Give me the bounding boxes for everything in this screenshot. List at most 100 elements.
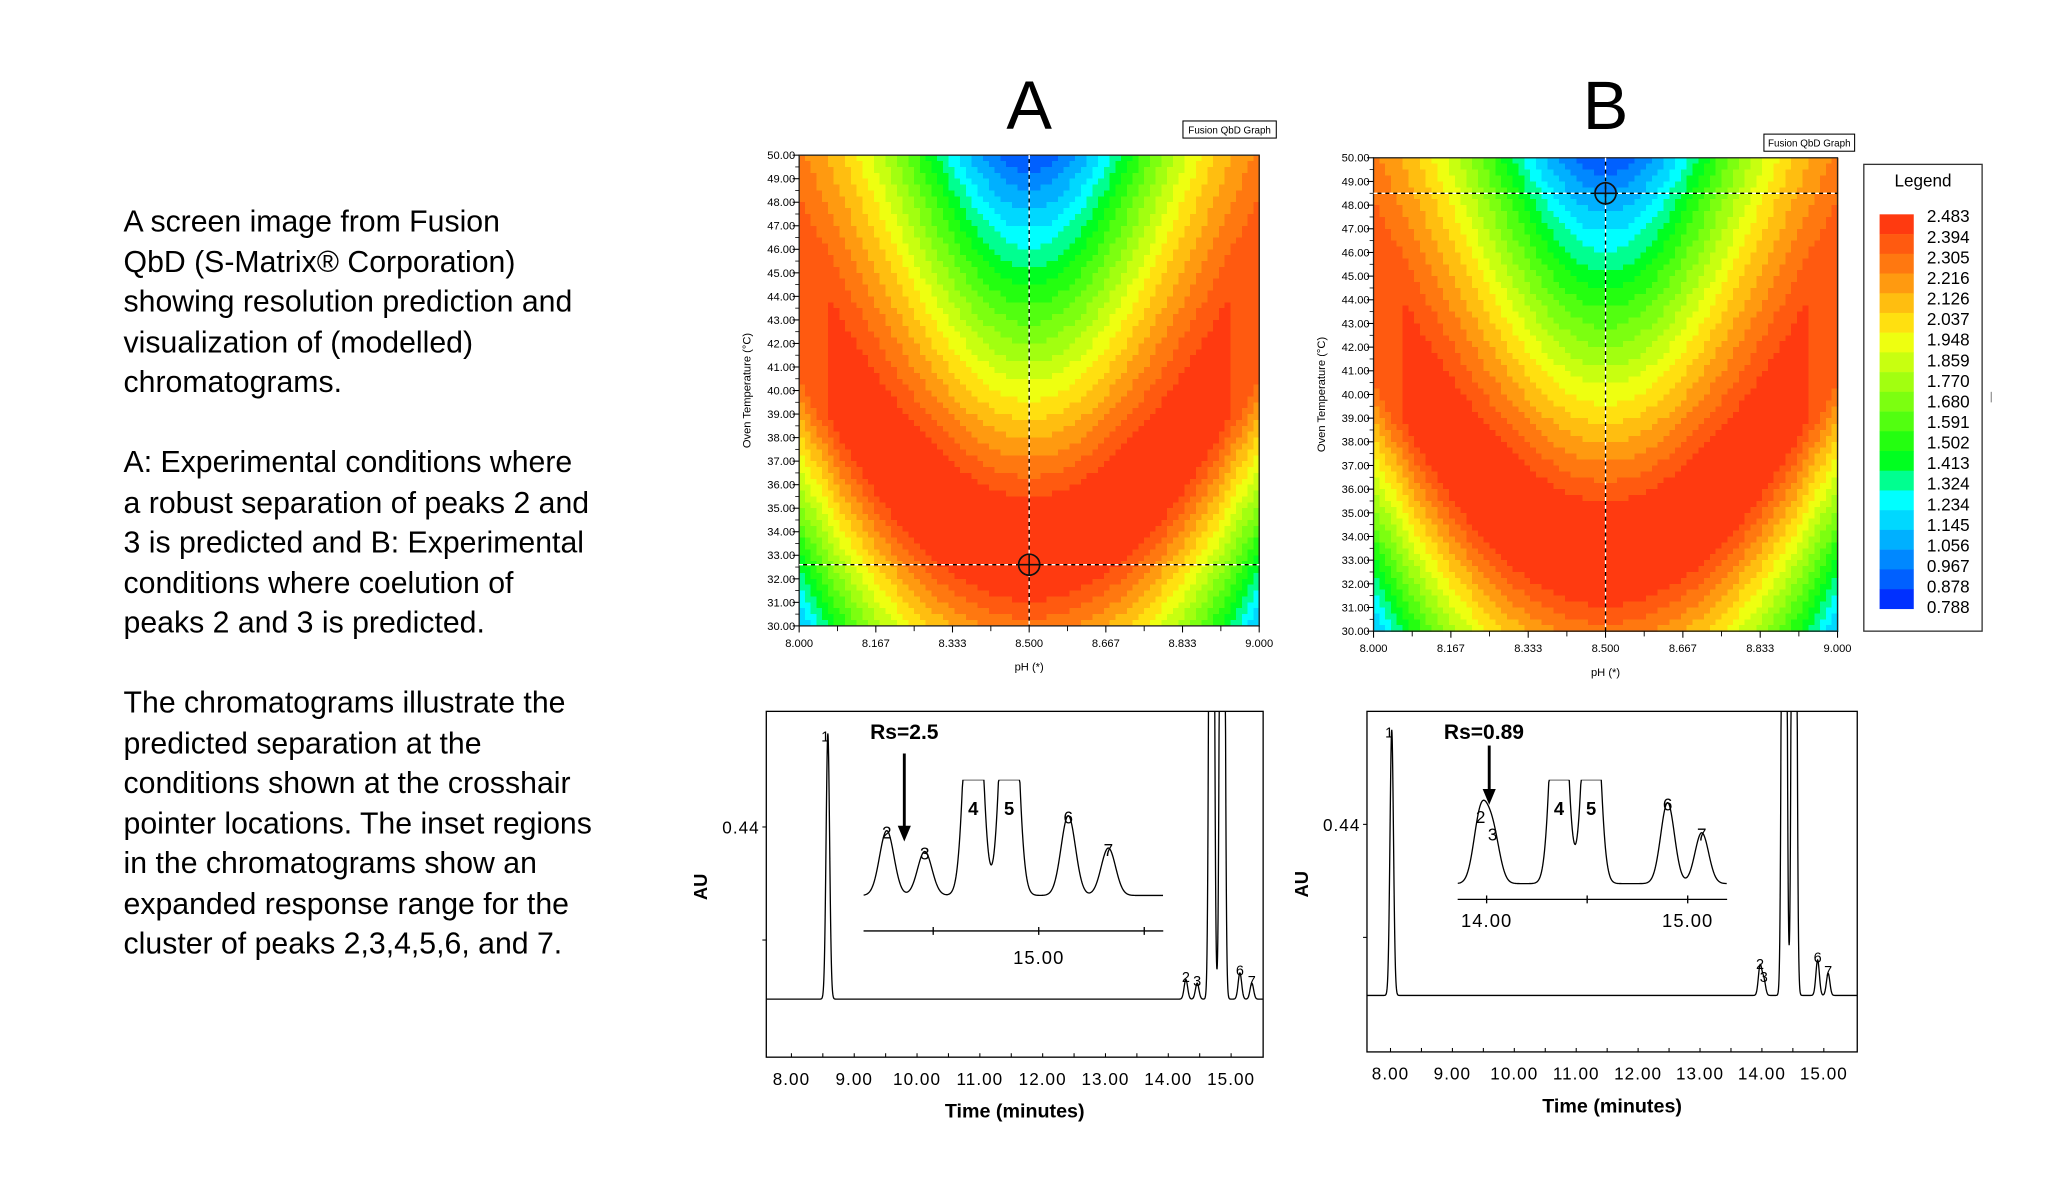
- contour-cell: [1241, 461, 1249, 468]
- contour-cell: [879, 184, 887, 192]
- contour-cell: [931, 272, 938, 280]
- contour-cell: [965, 355, 973, 362]
- contour-cell: [1075, 390, 1082, 398]
- contour-cell: [988, 425, 996, 433]
- contour-cell: [960, 361, 967, 368]
- contour-cell: [937, 349, 944, 357]
- contour-cell: [1034, 396, 1042, 404]
- contour-cell: [1207, 449, 1214, 457]
- contour-cell: [1086, 402, 1094, 409]
- contour-cell: [1132, 284, 1140, 292]
- contour-cell: [1195, 325, 1203, 333]
- contour-cell: [891, 325, 898, 333]
- contour-cell: [1161, 190, 1168, 198]
- contour-cell: [839, 196, 846, 204]
- contour-cell: [1138, 266, 1145, 274]
- contour-cell: [839, 243, 846, 251]
- contour-cell: [1184, 361, 1191, 368]
- contour-cell: [965, 308, 973, 315]
- contour-cell: [1241, 266, 1249, 274]
- contour-cell: [954, 325, 961, 333]
- contour-cell: [1052, 431, 1059, 439]
- contour-cell: [931, 178, 938, 186]
- contour-cell: [1011, 431, 1019, 439]
- contour-cell: [965, 390, 973, 398]
- contour-cell: [1241, 496, 1249, 504]
- contour-cell: [1052, 213, 1059, 221]
- contour-cell: [994, 302, 1002, 309]
- contour-cell: [931, 225, 938, 233]
- contour-cell: [896, 425, 904, 433]
- contour-cell: [1098, 402, 1105, 409]
- contour-cell: [1040, 161, 1048, 168]
- contour-cell: [839, 208, 846, 215]
- contour-cell: [1207, 314, 1214, 321]
- contour-cell: [931, 384, 938, 392]
- contour-cell: [1144, 166, 1151, 174]
- contour-cell: [862, 461, 869, 468]
- contour-cell: [862, 243, 869, 251]
- contour-cell: [879, 243, 887, 251]
- contour-cell: [1052, 496, 1059, 504]
- contour-cell: [896, 443, 904, 451]
- contour-cell: [827, 443, 835, 451]
- contour-cell: [977, 478, 984, 486]
- contour-cell: [810, 325, 818, 333]
- contour-cell: [1017, 266, 1025, 274]
- contour-cell: [931, 484, 938, 492]
- contour-cell: [1230, 249, 1237, 256]
- contour-cell: [1201, 190, 1209, 198]
- contour-cell: [1161, 455, 1168, 462]
- contour-cell: [960, 378, 967, 386]
- contour-cell: [1195, 272, 1203, 280]
- contour-cell: [1132, 208, 1140, 215]
- contour-cell: [1184, 225, 1191, 233]
- contour-cell: [965, 243, 973, 251]
- contour-cell: [1184, 431, 1191, 439]
- contour-cell: [1253, 261, 1260, 268]
- contour-cell: [1149, 278, 1157, 286]
- contour-cell: [914, 219, 921, 227]
- contour-cell: [804, 437, 812, 445]
- contour-cell: [850, 349, 858, 357]
- contour-cell: [1103, 337, 1111, 345]
- contour-cell: [1046, 366, 1053, 374]
- contour-cell: [971, 302, 979, 309]
- contour-cell: [856, 408, 864, 415]
- contour-cell: [839, 343, 846, 351]
- contour-cell: [1167, 496, 1174, 504]
- contour-cell: [1230, 278, 1237, 286]
- contour-cell: [937, 396, 944, 404]
- contour-cell: [1247, 278, 1255, 286]
- contour-cell: [1184, 208, 1191, 215]
- contour-cell: [1034, 343, 1042, 351]
- contour-cell: [902, 467, 910, 474]
- contour-cell: [1121, 243, 1128, 251]
- contour-cell: [1224, 331, 1232, 339]
- contour-cell: [1207, 431, 1214, 439]
- contour-cell: [931, 355, 938, 362]
- contour-cell: [1190, 202, 1197, 209]
- contour-cell: [1006, 349, 1013, 357]
- contour-cell: [965, 361, 973, 368]
- contour-cell: [1213, 237, 1220, 245]
- contour-cell: [983, 366, 990, 374]
- contour-cell: [1029, 284, 1036, 292]
- contour-cell: [856, 443, 864, 451]
- contour-cell: [885, 249, 892, 256]
- contour-cell: [822, 314, 829, 321]
- contour-cell: [1132, 478, 1140, 486]
- contour-cell: [1017, 290, 1025, 298]
- contour-cell: [965, 484, 973, 492]
- contour-cell: [1126, 337, 1134, 345]
- contour-cell: [1006, 278, 1013, 286]
- contour-cell: [833, 402, 841, 409]
- contour-cell: [1190, 237, 1197, 245]
- contour-cell: [1253, 484, 1260, 492]
- contour-cell: [1046, 425, 1053, 433]
- contour-cell: [1155, 431, 1163, 439]
- contour-cell: [954, 461, 961, 468]
- contour-cell: [925, 237, 933, 245]
- contour-cell: [1138, 419, 1145, 427]
- contour-cell: [931, 255, 938, 262]
